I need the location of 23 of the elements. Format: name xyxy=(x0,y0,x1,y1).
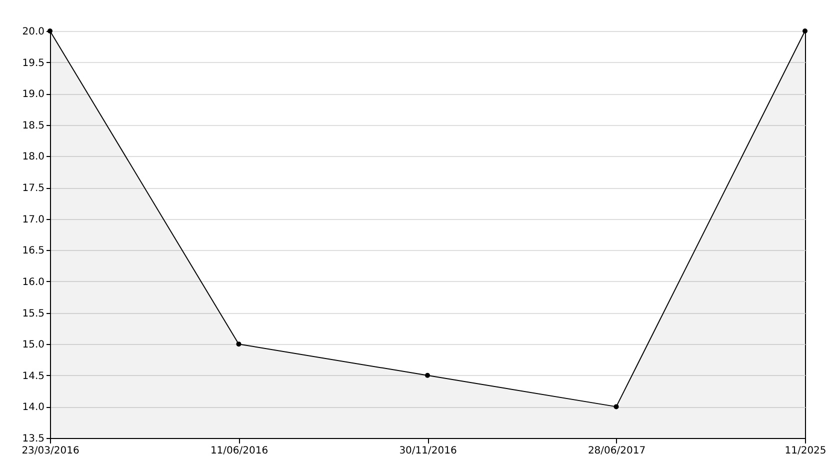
y-tick-label: 17.5 xyxy=(22,183,44,194)
y-tick-label: 17.0 xyxy=(22,214,44,226)
y-tick-label: 19.5 xyxy=(22,58,44,69)
y-tick-label: 16.5 xyxy=(22,246,44,257)
x-tick-label: 30/11/2016 xyxy=(399,446,457,456)
y-tick-label: 14.5 xyxy=(22,370,44,382)
y-tick-label: 19.0 xyxy=(22,89,44,100)
y-tick-label: 18.0 xyxy=(22,152,44,163)
point xyxy=(802,28,808,34)
y-tick-label: 16.0 xyxy=(22,276,44,288)
x-tick-label: 28/06/2017 xyxy=(588,446,646,456)
x-tick-label: 23/03/2016 xyxy=(22,446,80,456)
y-tick-label: 13.5 xyxy=(22,434,44,444)
point xyxy=(614,404,619,410)
y-tick-label: 15.5 xyxy=(22,308,44,320)
y-tick-label: 14.0 xyxy=(22,402,44,414)
x-tick-label: 11/06/2016 xyxy=(210,446,268,456)
y-tick-label: 15.0 xyxy=(22,340,44,351)
x-tick-label: 11/2025 xyxy=(784,446,826,456)
y-tick-label: 18.5 xyxy=(22,120,44,132)
y-tick-label: 20.0 xyxy=(22,26,44,38)
point xyxy=(425,372,430,378)
point xyxy=(236,342,242,347)
